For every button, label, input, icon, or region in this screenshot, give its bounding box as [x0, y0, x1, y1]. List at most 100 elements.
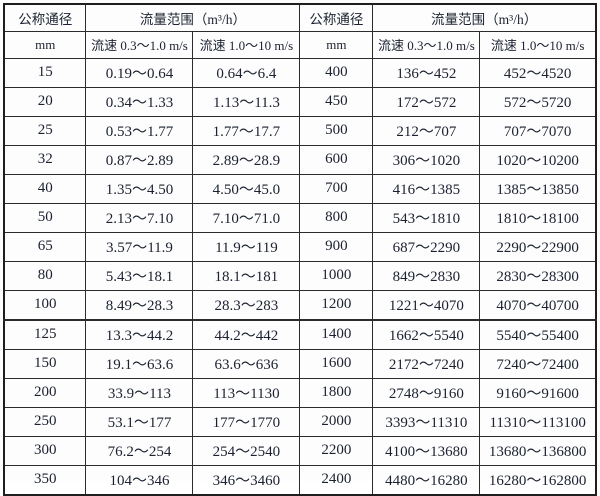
table-row: 40 1.35～4.50 4.50～45.0 700 416～1385 1385～1385…	[3, 173, 597, 204]
diameter-cell: 450	[299, 86, 374, 117]
table-row: 50 2.13～7.10 7.10～71.0 800 543～1810 1810～1810…	[3, 202, 597, 233]
flow-high-cell: 346～3460	[192, 464, 301, 495]
diameter-cell: 40	[3, 173, 87, 204]
flow-low-cell: 2748～9160	[372, 377, 481, 408]
diameter-cell: 2400	[299, 464, 374, 495]
flow-high-cell: 2830～28300	[479, 260, 597, 291]
flow-high-cell: 177～1770	[192, 406, 301, 437]
flow-high-cell: 11310～113100	[479, 406, 597, 437]
diameter-cell: 50	[3, 202, 87, 233]
flow-high-cell: 9160～91600	[479, 377, 597, 408]
table-row: 300 76.2～254 254～2540 2200 4100～13680 13680～1…	[3, 435, 597, 466]
flow-low-cell: 3.57～11.9	[85, 231, 194, 262]
flow-high-cell: 5540～55400	[479, 319, 597, 350]
flow-high-cell: 113～1130	[192, 377, 301, 408]
diameter-cell: 2200	[299, 435, 374, 466]
flow-high-cell: 18.1～181	[192, 260, 301, 291]
flow-high-cell: 28.3～283	[192, 289, 301, 321]
flow-high-cell: 2290～22900	[479, 231, 597, 262]
speed-high-header-right: 流速 1.0～10 m/s	[479, 30, 597, 59]
flow-high-cell: 11.9～119	[192, 231, 301, 262]
flow-low-cell: 543～1810	[372, 202, 481, 233]
flow-high-cell: 1385～13850	[479, 173, 597, 204]
diameter-header-right: 公称通径	[299, 3, 374, 32]
flow-low-cell: 0.87～2.89	[85, 144, 194, 175]
flow-low-cell: 1.35～4.50	[85, 173, 194, 204]
table-row: 80 5.43～18.1 18.1～181 1000 849～2830 2830～2830…	[3, 260, 597, 291]
flow-low-cell: 687～2290	[372, 231, 481, 262]
flow-low-cell: 2172～7240	[372, 348, 481, 379]
flow-high-cell: 1810～18100	[479, 202, 597, 233]
flow-high-cell: 13680～136800	[479, 435, 597, 466]
diameter-cell: 1800	[299, 377, 374, 408]
flow-high-cell: 4.50～45.0	[192, 173, 301, 204]
diameter-cell: 300	[3, 435, 87, 466]
flow-low-cell: 4480～16280	[372, 464, 481, 495]
table-row: 20 0.34～1.33 1.13～11.3 450 172～572 572～5720	[3, 86, 597, 117]
flow-low-cell: 104～346	[85, 464, 194, 495]
table-row: 65 3.57～11.9 11.9～119 900 687～2290 2290～22900	[3, 231, 597, 262]
speed-high-header-left: 流速 1.0～10 m/s	[192, 30, 301, 59]
flow-high-cell: 0.64～6.4	[192, 57, 301, 88]
diameter-cell: 1000	[299, 260, 374, 291]
table-row: 25 0.53～1.77 1.77～17.7 500 212～707 707～7070	[3, 115, 597, 146]
diameter-cell: 125	[3, 319, 87, 350]
flow-high-cell: 16280～162800	[479, 464, 597, 495]
diameter-cell: 600	[299, 144, 374, 175]
speed-low-header-right: 流速 0.3～1.0 m/s	[372, 30, 481, 59]
flow-high-cell: 1020～10200	[479, 144, 597, 175]
flow-low-cell: 53.1～177	[85, 406, 194, 437]
diameter-cell: 20	[3, 86, 87, 117]
flow-low-cell: 5.43～18.1	[85, 260, 194, 291]
table-row: 150 19.1～63.6 63.6～636 1600 2172～7240 7240～72…	[3, 348, 597, 379]
flow-high-cell: 254～2540	[192, 435, 301, 466]
flow-high-cell: 7.10～71.0	[192, 202, 301, 233]
flow-low-cell: 3393～11310	[372, 406, 481, 437]
flow-low-cell: 0.53～1.77	[85, 115, 194, 146]
table-row: 200 33.9～113 113～1130 1800 2748～9160 9160～916…	[3, 377, 597, 408]
flow-high-cell: 707～7070	[479, 115, 597, 146]
table-body: 15 0.19～0.64 0.64～6.4 400 136～452 452～4520 20 0…	[3, 57, 597, 495]
flow-high-cell: 2.89～28.9	[192, 144, 301, 175]
table-header: 公称通径 流量范围（m³/h） 公称通径 流量范围（m³/h） mm 流速 0.…	[3, 3, 597, 59]
flow-high-cell: 7240～72400	[479, 348, 597, 379]
flow-low-cell: 0.19～0.64	[85, 57, 194, 88]
flow-high-cell: 4070～40700	[479, 289, 597, 321]
diameter-cell: 150	[3, 348, 87, 379]
flow-low-cell: 13.3～44.2	[85, 319, 194, 350]
flow-high-cell: 452～4520	[479, 57, 597, 88]
flow-range-header-right: 流量范围（m³/h）	[372, 3, 597, 32]
header-row-top: 公称通径 流量范围（m³/h） 公称通径 流量范围（m³/h）	[3, 3, 597, 32]
flow-range-table: 公称通径 流量范围（m³/h） 公称通径 流量范围（m³/h） mm 流速 0.…	[3, 3, 597, 496]
flow-low-cell: 2.13～7.10	[85, 202, 194, 233]
flow-high-cell: 44.2～442	[192, 319, 301, 350]
flow-range-header-left: 流量范围（m³/h）	[85, 3, 301, 32]
flow-low-cell: 416～1385	[372, 173, 481, 204]
flow-low-cell: 306～1020	[372, 144, 481, 175]
unit-header-left: mm	[3, 30, 87, 59]
diameter-cell: 250	[3, 406, 87, 437]
flow-low-cell: 33.9～113	[85, 377, 194, 408]
table-row: 100 8.49～28.3 28.3～283 1200 1221～4070 4070～40…	[3, 289, 597, 321]
diameter-cell: 1400	[299, 319, 374, 350]
flow-low-cell: 849～2830	[372, 260, 481, 291]
diameter-cell: 1200	[299, 289, 374, 321]
flow-low-cell: 19.1～63.6	[85, 348, 194, 379]
diameter-cell: 32	[3, 144, 87, 175]
diameter-cell: 15	[3, 57, 87, 88]
diameter-cell: 200	[3, 377, 87, 408]
document-page: 公称通径 流量范围（m³/h） 公称通径 流量范围（m³/h） mm 流速 0.…	[3, 3, 597, 496]
diameter-cell: 1600	[299, 348, 374, 379]
diameter-cell: 900	[299, 231, 374, 262]
flow-low-cell: 1662～5540	[372, 319, 481, 350]
flow-low-cell: 172～572	[372, 86, 481, 117]
flow-low-cell: 212～707	[372, 115, 481, 146]
flow-high-cell: 1.13～11.3	[192, 86, 301, 117]
diameter-cell: 80	[3, 260, 87, 291]
diameter-cell: 500	[299, 115, 374, 146]
diameter-cell: 700	[299, 173, 374, 204]
diameter-cell: 25	[3, 115, 87, 146]
diameter-cell: 350	[3, 464, 87, 495]
flow-low-cell: 76.2～254	[85, 435, 194, 466]
table-row: 32 0.87～2.89 2.89～28.9 600 306～1020 1020～1020…	[3, 144, 597, 175]
